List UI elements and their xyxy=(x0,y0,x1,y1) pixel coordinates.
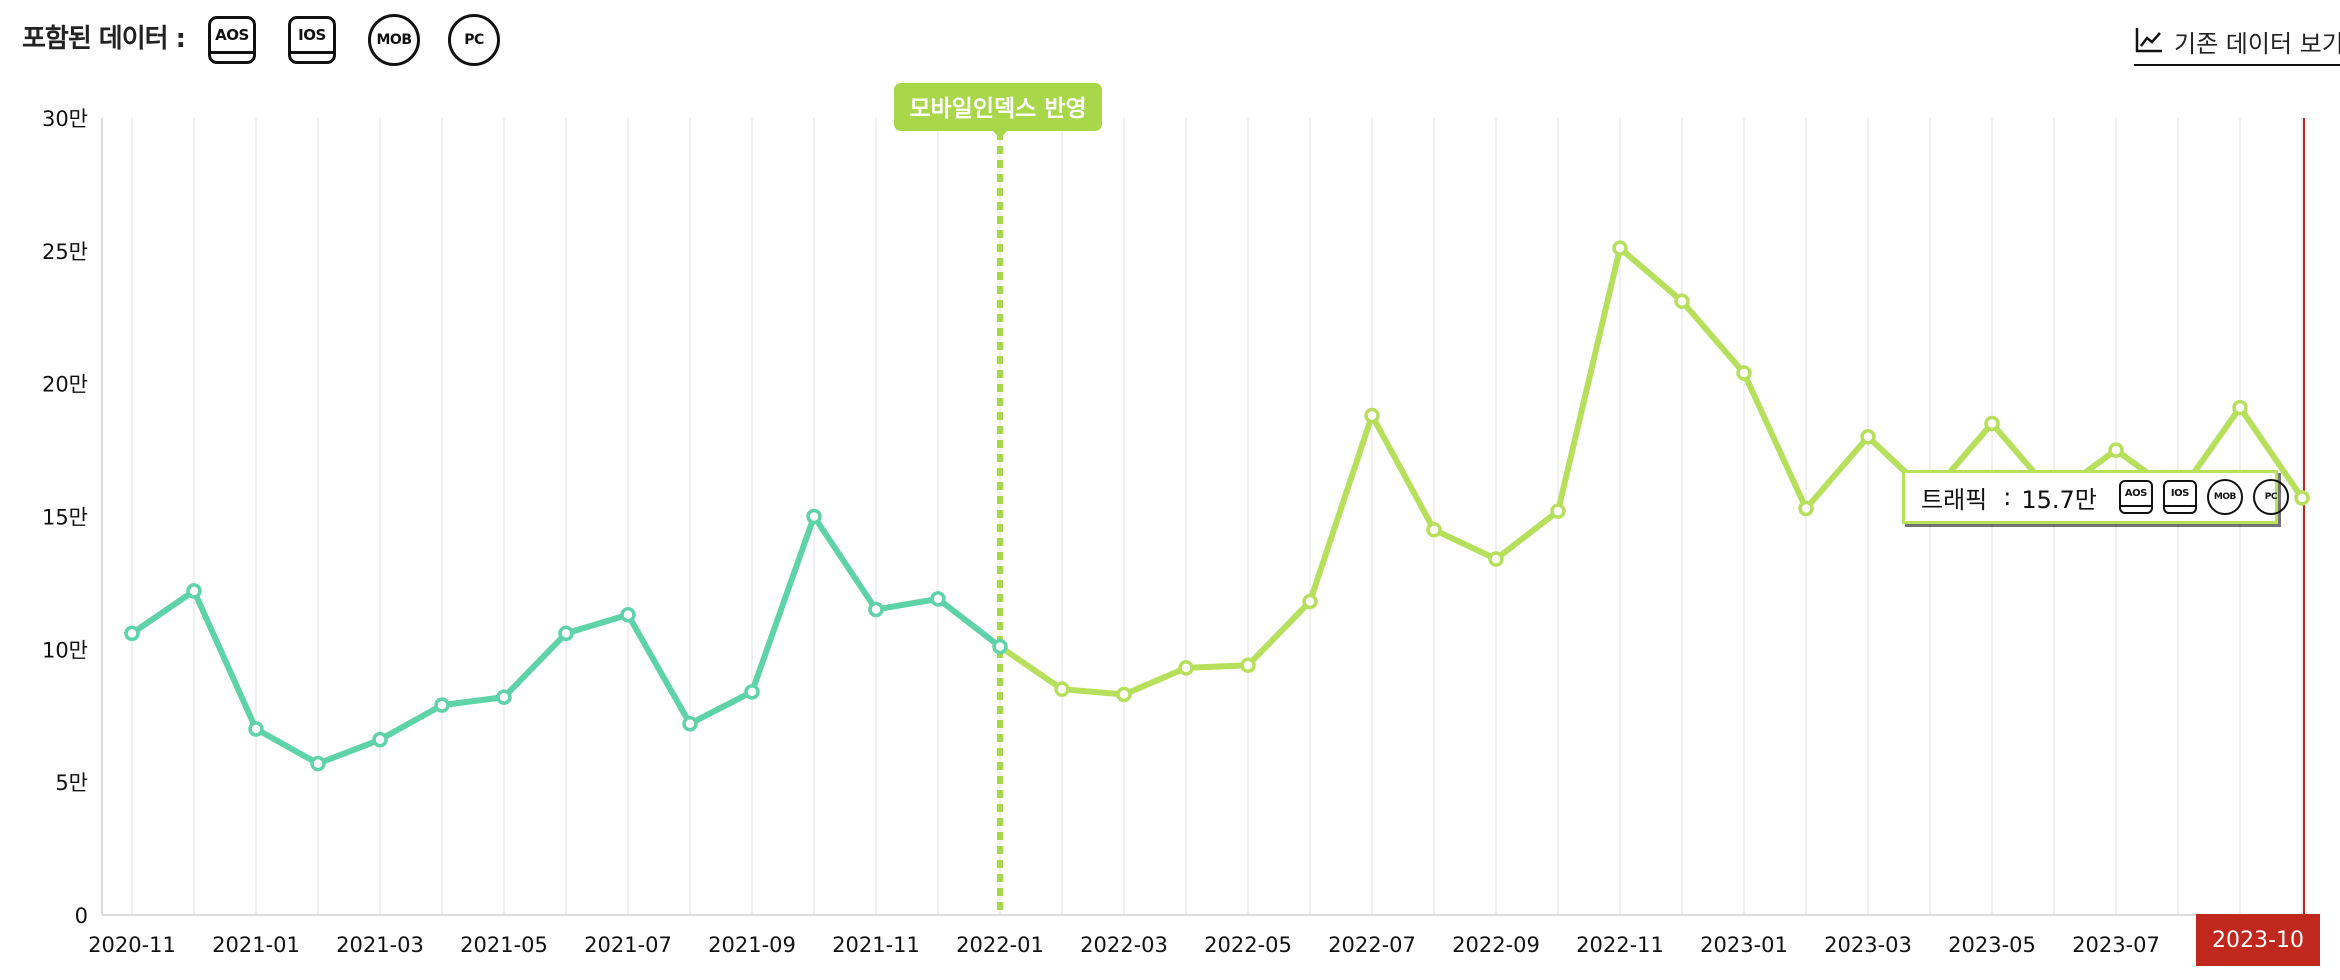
x-tick-label: 2022-09 xyxy=(1452,933,1540,957)
y-tick-label: 15만 xyxy=(42,506,88,530)
y-tick-label: 30만 xyxy=(42,107,88,131)
tooltip-label: 트래픽 xyxy=(1921,485,1988,514)
included-data-label: 포함된 데이터 : xyxy=(22,24,186,54)
y-tick-label: 5만 xyxy=(55,771,88,795)
marker-label-box xyxy=(894,83,1102,131)
y-tick-label: 0 xyxy=(75,904,88,928)
aos-filter-label: AOS xyxy=(215,26,249,44)
data-point xyxy=(682,715,698,732)
ios-filter-label: IOS xyxy=(298,26,326,44)
data-point xyxy=(1736,365,1752,381)
y-tick-label: 25만 xyxy=(42,240,88,264)
data-point xyxy=(1364,407,1380,424)
tooltip-ios-label: IOS xyxy=(2170,487,2189,499)
data-point xyxy=(2294,490,2310,506)
tooltip-mob-label: MOB xyxy=(2213,492,2236,502)
marker-label-pointer xyxy=(993,131,1007,139)
aos-filter-icon[interactable]: AOS xyxy=(208,16,256,64)
data-point xyxy=(620,607,636,623)
mob-filter-label: MOB xyxy=(376,32,412,48)
pc-filter-label: PC xyxy=(464,32,484,48)
data-point xyxy=(1674,293,1690,310)
x-tick-label: 2022-05 xyxy=(1204,933,1292,957)
ios-filter-icon[interactable]: IOS xyxy=(288,16,336,64)
data-point xyxy=(1860,429,1876,445)
data-point xyxy=(496,689,512,705)
marker-label: 모바일인덱스 반영 xyxy=(909,96,1086,122)
data-point xyxy=(186,583,202,599)
y-tick-label: 10만 xyxy=(42,638,88,662)
data-point xyxy=(1116,686,1132,703)
tooltip-separator: : xyxy=(2003,483,2012,511)
tooltip-aos-icon: AOS xyxy=(2118,480,2153,514)
data-point xyxy=(1054,681,1070,697)
x-tick-label: 2022-01 xyxy=(956,933,1044,957)
current-date-label: 2023-10 xyxy=(2212,928,2304,953)
mob-filter-icon[interactable]: MOB xyxy=(368,14,420,66)
data-point xyxy=(868,601,884,618)
toolbar: 포함된 데이터 : AOS IOS MOB PC 기존 데이터 보기 xyxy=(0,0,2340,80)
data-point xyxy=(1612,240,1628,256)
pc-filter-icon[interactable]: PC xyxy=(448,14,500,66)
view-legacy-data-link[interactable]: 기존 데이터 보기 xyxy=(2134,24,2340,66)
tooltip-mob-icon: MOB xyxy=(2206,479,2243,515)
data-point xyxy=(744,684,760,700)
data-point xyxy=(248,721,264,737)
tooltip-value: 15.7만 xyxy=(2021,485,2097,514)
line-chart-icon xyxy=(2135,28,2162,53)
data-point xyxy=(2108,442,2124,458)
data-point xyxy=(1302,593,1318,610)
x-tick-label: 2021-01 xyxy=(212,933,300,957)
tooltip-platform-icons: AOS IOS MOB PC xyxy=(2118,479,2289,515)
data-point xyxy=(1426,522,1442,538)
data-point xyxy=(806,508,822,525)
view-legacy-data-label: 기존 데이터 보기 xyxy=(2174,30,2340,58)
x-tick-label: 2023-03 xyxy=(1824,933,1912,957)
tooltip-pc-label: PC xyxy=(2264,492,2278,502)
x-tick-label: 2021-05 xyxy=(460,933,548,957)
current-date-badge xyxy=(2196,914,2320,966)
traffic-tooltip: 트래픽 : 15.7만 AOS IOS MOB PC xyxy=(1902,470,2289,524)
tooltip-aos-label: AOS xyxy=(2124,487,2147,499)
data-point xyxy=(434,697,450,713)
x-tick-label: 2023-01 xyxy=(1700,933,1788,957)
data-point xyxy=(558,625,574,642)
data-point xyxy=(1240,657,1256,674)
data-point xyxy=(1488,551,1504,567)
tooltip-ios-icon: IOS xyxy=(2162,480,2197,514)
data-point xyxy=(1550,503,1566,519)
x-tick-label: 2022-03 xyxy=(1080,933,1168,957)
tooltip-pc-icon: PC xyxy=(2252,479,2289,515)
x-tick-label: 2022-07 xyxy=(1328,933,1416,957)
data-point xyxy=(372,731,388,748)
data-point xyxy=(930,591,946,607)
x-tick-label: 2021-07 xyxy=(584,933,672,957)
y-tick-label: 20만 xyxy=(42,373,88,397)
data-point xyxy=(124,625,140,642)
data-point xyxy=(310,755,326,772)
data-point xyxy=(2232,399,2248,416)
x-tick-label: 2021-03 xyxy=(336,933,424,957)
x-tick-label: 2020-11 xyxy=(88,933,176,957)
data-point xyxy=(1178,660,1194,676)
x-tick-label: 2023-07 xyxy=(2072,933,2160,957)
x-tick-label: 2021-09 xyxy=(708,933,796,957)
data-point xyxy=(1798,500,1814,517)
x-tick-label: 2023-05 xyxy=(1948,933,2036,957)
data-point xyxy=(992,638,1008,655)
data-point xyxy=(1984,415,2000,432)
x-tick-label: 2021-11 xyxy=(832,933,920,957)
x-tick-label: 2022-11 xyxy=(1576,933,1664,957)
